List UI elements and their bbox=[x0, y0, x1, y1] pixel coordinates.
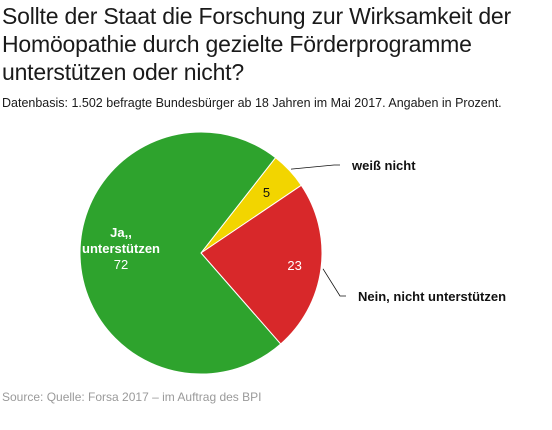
slice-value-nein-nicht-unterstutzen: 23 bbox=[287, 258, 301, 273]
source-note: Source: Quelle: Forsa 2017 – im Auftrag … bbox=[2, 390, 262, 404]
pie-slice-ja-unterstutzen bbox=[79, 131, 282, 375]
chart-title: Sollte der Staat die Forschung zur Wirks… bbox=[2, 3, 511, 85]
pie-slice-nein-nicht-unterstutzen bbox=[200, 184, 323, 345]
slice-label-nein-nicht-unterstutzen: Nein, nicht unterstützen bbox=[358, 289, 506, 304]
leader-line-nein-nicht-unterstutzen bbox=[322, 268, 346, 297]
pie-labels: 5 weiß nicht 23 Nein, nicht unterstützen Ja,… bbox=[82, 158, 506, 304]
slice-label-ja-unterstutzen-line1: Ja,, bbox=[110, 225, 132, 240]
pie-slices bbox=[79, 131, 323, 375]
chart-subtitle: Datenbasis: 1.502 befragte Bundesbürger … bbox=[2, 96, 502, 110]
slice-label-ja-unterstutzen-line2: unterstützen bbox=[82, 241, 160, 256]
slice-value-ja-unterstutzen: 72 bbox=[114, 257, 128, 272]
slice-value-weiss-nicht: 5 bbox=[263, 185, 270, 200]
slice-label-weiss-nicht: weiß nicht bbox=[351, 158, 416, 173]
leader-line-weiss-nicht bbox=[290, 164, 340, 170]
